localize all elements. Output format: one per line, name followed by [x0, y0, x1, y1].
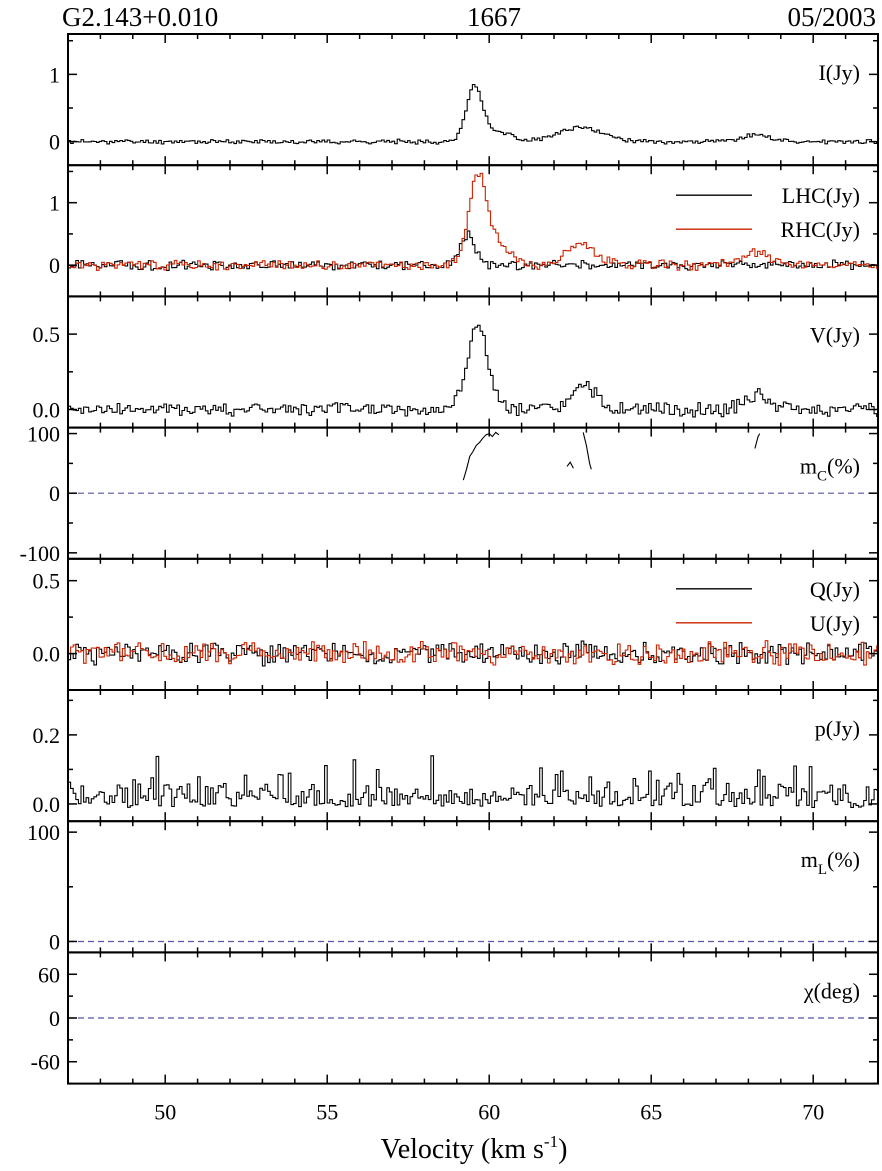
series-QU-1 — [68, 640, 878, 666]
series-V-0 — [68, 324, 878, 418]
panel-label-chi: χ(deg) — [803, 978, 860, 1003]
ytick-label-chi-2: 60 — [38, 962, 60, 987]
ytick-label-mC-0: -100 — [20, 541, 60, 566]
panel-mC: -100 0 100 mC(%) — [20, 422, 879, 566]
panel-mL: 0 100 mL(%) — [27, 820, 879, 954]
series-I-0 — [68, 83, 878, 145]
ytick-label-mL-0: 0 — [49, 929, 60, 954]
x-axis-title-main: Velocity (km s — [381, 1134, 544, 1165]
series-p-0 — [68, 755, 878, 808]
xtick-label-4: 70 — [802, 1100, 824, 1125]
segment-mC-2 — [582, 432, 592, 470]
panel-V: 0.0 0.5 V(Jy) — [33, 295, 879, 429]
panel-p: 0.0 0.2 p(Jy) — [33, 689, 879, 823]
series-LR-0 — [68, 230, 878, 271]
header-source: G2.143+0.010 — [62, 2, 218, 32]
panel-label-p: p(Jy) — [815, 716, 860, 741]
ytick-label-QU-0: 0.0 — [33, 642, 61, 667]
ytick-label-I-0: 0 — [49, 130, 60, 155]
ytick-label-V-1: 0.5 — [33, 322, 61, 347]
ytick-label-p-1: 0.2 — [33, 723, 61, 748]
panel-label-mC: mC(%) — [800, 454, 860, 485]
panel-label-V: V(Jy) — [810, 322, 860, 347]
ytick-label-QU-1: 0.5 — [33, 569, 61, 594]
legend-label-LR-0: LHC(Jy) — [782, 183, 860, 208]
xtick-label-1: 55 — [316, 1100, 338, 1125]
x-axis-title: Velocity (km s-1) — [381, 1132, 568, 1165]
ytick-label-chi-0: -60 — [31, 1050, 60, 1075]
panel-frame-QU — [67, 557, 879, 691]
ytick-label-mC-1: 0 — [49, 481, 60, 506]
panel-label-mL: mL(%) — [801, 847, 860, 878]
segment-mC-0 — [462, 431, 500, 481]
panel-frame-V — [67, 295, 879, 429]
xtick-label-2: 60 — [478, 1100, 500, 1125]
x-axis-title-sup: -1 — [544, 1132, 558, 1151]
panel-QU: 0.0 0.5 Q(Jy) U(Jy) — [33, 557, 879, 691]
segment-mC-3 — [754, 433, 761, 449]
xtick-label-0: 50 — [154, 1100, 176, 1125]
ytick-label-I-1: 1 — [49, 62, 60, 87]
panel-stack: 0 1 I(Jy) 0 1 LHC(Jy) RHC(Jy) 0.0 0.5 V(Jy) -100 0 1… — [20, 33, 879, 1085]
legend-label-LR-1: RHC(Jy) — [781, 217, 860, 242]
panel-frame-I — [67, 33, 879, 167]
ytick-label-p-0: 0.0 — [33, 792, 61, 817]
legend-label-QU-1: U(Jy) — [810, 611, 860, 636]
header-transition: 1667 — [467, 2, 521, 32]
header-date: 05/2003 — [787, 2, 876, 32]
panel-label-I: I(Jy) — [818, 60, 860, 85]
panel-chi: -60 0 60 χ(deg) — [31, 951, 879, 1085]
panel-frame-mL — [67, 820, 879, 954]
panel-LR: 0 1 LHC(Jy) RHC(Jy) — [49, 164, 879, 298]
legend-label-QU-0: Q(Jy) — [810, 577, 860, 602]
series-LR-1 — [68, 172, 878, 271]
panel-I: 0 1 I(Jy) — [49, 33, 879, 167]
ytick-label-chi-1: 0 — [49, 1006, 60, 1031]
ytick-label-LR-0: 0 — [49, 253, 60, 278]
panel-frame-LR — [67, 164, 879, 298]
ytick-label-LR-1: 1 — [49, 191, 60, 216]
ytick-label-V-0: 0.0 — [33, 398, 61, 423]
segment-mC-1 — [566, 461, 574, 469]
xtick-label-3: 65 — [640, 1100, 662, 1125]
ytick-label-mC-2: 100 — [27, 422, 60, 447]
x-axis: 50 55 60 65 70 — [154, 1100, 824, 1125]
x-axis-title-end: ) — [558, 1134, 567, 1165]
ytick-label-mL-1: 100 — [27, 820, 60, 845]
